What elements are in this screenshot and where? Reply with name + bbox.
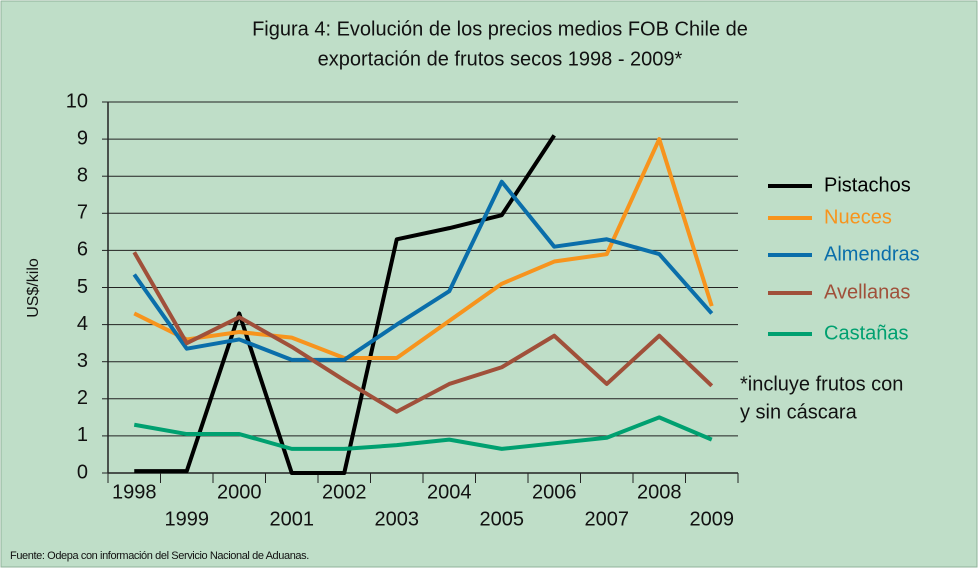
- y-tick-label: 6: [77, 239, 88, 261]
- y-tick-label: 5: [77, 276, 88, 298]
- y-tick-label: 1: [77, 424, 88, 446]
- legend-label: Castañas: [824, 322, 909, 344]
- legend-label: Nueces: [824, 206, 892, 228]
- y-axis-label: US$/kilo: [25, 258, 42, 318]
- x-tick-label: 1998: [112, 481, 157, 503]
- series-line: [133, 137, 714, 360]
- x-tick-label: 2002: [322, 481, 367, 503]
- series-line: [132, 179, 714, 362]
- x-tick-label: 2005: [480, 508, 525, 530]
- y-tick-label: 8: [77, 164, 88, 186]
- x-tick-label: 2008: [637, 481, 682, 503]
- chart-title: Figura 4: Evolución de los precios medio…: [252, 18, 748, 40]
- legend-label: Almendras: [824, 243, 920, 265]
- note: y sin cáscara: [740, 401, 858, 423]
- y-tick-label: 3: [77, 350, 88, 372]
- legend-label: Pistachos: [824, 174, 911, 196]
- x-tick-label: 2009: [690, 508, 735, 530]
- x-tick-label: 2007: [585, 508, 630, 530]
- y-tick-label: 9: [77, 127, 88, 149]
- x-tick-label: 2003: [375, 508, 420, 530]
- x-tick-label: 2000: [217, 481, 262, 503]
- y-tick-label: 7: [77, 202, 88, 224]
- y-tick-label: 10: [66, 90, 88, 112]
- series-line: [133, 415, 713, 451]
- legend-label: Avellanas: [824, 281, 910, 303]
- source: Fuente: Odepa con información del Servic…: [10, 550, 309, 562]
- y-tick-label: 2: [77, 387, 88, 409]
- note: *incluye frutos con: [740, 373, 903, 395]
- x-tick-label: 2006: [532, 481, 577, 503]
- x-tick-label: 2001: [270, 508, 315, 530]
- chart-title: exportación de frutos secos 1998 - 2009*: [318, 48, 683, 70]
- x-tick-label: 2004: [427, 481, 472, 503]
- y-tick-label: 4: [77, 313, 88, 335]
- y-tick-label: 0: [77, 461, 88, 483]
- x-tick-label: 1999: [165, 508, 210, 530]
- series-line: [132, 251, 714, 414]
